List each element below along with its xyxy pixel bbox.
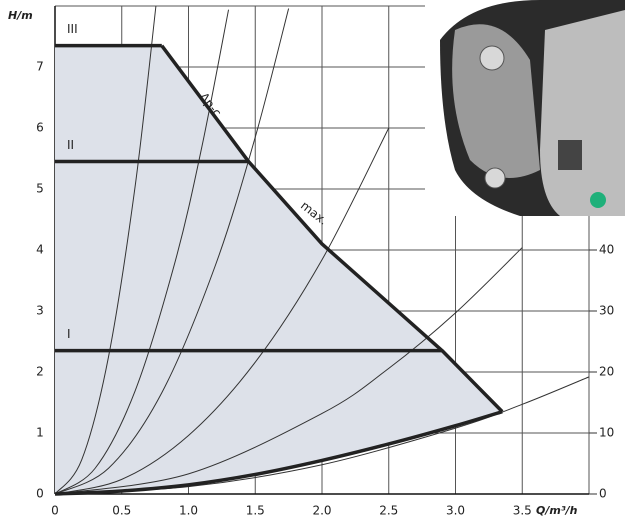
y-tick-label: 4 (36, 243, 44, 257)
x-tick-label: 2.0 (312, 504, 331, 518)
bolt (485, 168, 505, 188)
y-tick-label: 5 (36, 182, 44, 196)
y-axis-label: H/m (8, 9, 33, 22)
x-tick-label: 0 (51, 504, 59, 518)
x-tick-label: 2.5 (379, 504, 398, 518)
speed-label: II (67, 138, 74, 152)
y-tick-label: 3 (36, 304, 44, 318)
bolt (480, 46, 504, 70)
x-axis-label: Q/m³/h (536, 504, 578, 517)
y2-tick-label: 0 (599, 487, 607, 501)
product-photo (425, 0, 625, 216)
x-tick-label: 1.5 (246, 504, 265, 518)
x-tick-label: 0.5 (112, 504, 131, 518)
x-tick-label: 1.0 (179, 504, 198, 518)
control-face (540, 10, 625, 216)
y-tick-label: 1 (36, 426, 44, 440)
y-tick-label: 6 (36, 121, 44, 135)
y-tick-label: 7 (36, 60, 44, 74)
y2-tick-label: 10 (599, 426, 614, 440)
x-tick-label: 3.5 (513, 504, 532, 518)
qr-code (558, 140, 582, 170)
speed-label: I (67, 327, 71, 341)
y2-tick-label: 30 (599, 304, 614, 318)
green-button (590, 192, 606, 208)
y2-tick-label: 40 (599, 243, 614, 257)
chart: H/m Q/m³/h 0 0.5 1.0 1.5 2.0 2.5 3.0 3.5 0 1 2 3 4 5 6… (0, 0, 625, 524)
x-tick-label: 3.0 (446, 504, 465, 518)
y2-tick-label: 20 (599, 365, 614, 379)
speed-label: III (67, 22, 78, 36)
y-tick-label: 0 (36, 487, 44, 501)
y-tick-label: 2 (36, 365, 44, 379)
